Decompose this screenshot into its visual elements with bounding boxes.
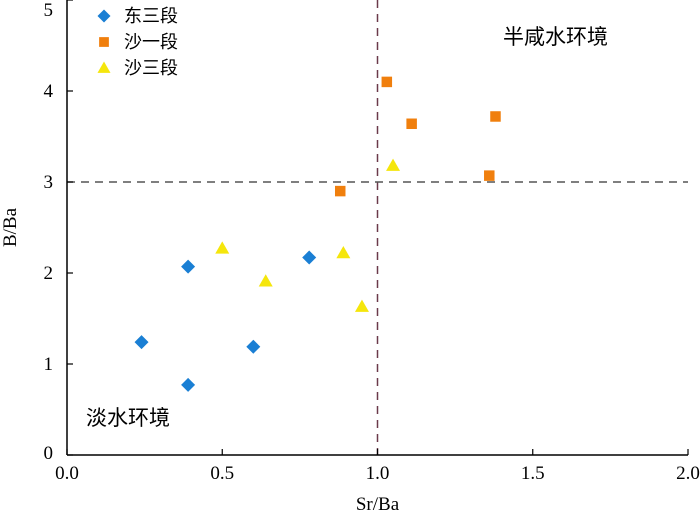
square-data-point	[490, 111, 501, 122]
square-data-point	[334, 185, 346, 197]
x-tick-label: 1.0	[366, 463, 390, 484]
square-data-point	[484, 170, 495, 181]
triangle-data-point	[386, 158, 401, 171]
annotation-bottom-left: 淡水环境	[86, 406, 170, 430]
y-tick-label: 5	[44, 0, 54, 21]
triangle-data-point	[336, 245, 351, 259]
x-tick-label: 0.5	[210, 463, 234, 484]
y-axis-title: B/Ba	[0, 207, 21, 247]
triangle-data-point	[258, 274, 273, 287]
x-tick-label: 0.0	[55, 463, 79, 484]
triangle-data-point	[215, 241, 230, 254]
triangle-data-point	[354, 299, 369, 312]
legend-label: 东三段	[124, 6, 178, 27]
legend-label: 沙三段	[124, 58, 178, 79]
y-tick-label: 0	[44, 443, 54, 464]
legend-marker-square	[99, 37, 109, 47]
legend-marker-diamond	[97, 9, 111, 23]
data-points	[134, 76, 501, 392]
diamond-data-point	[181, 377, 196, 392]
diamond-data-point	[302, 250, 317, 265]
annotation-top-right: 半咸水环境	[503, 25, 608, 49]
y-tick-label: 3	[44, 172, 54, 193]
y-tick-label: 2	[44, 263, 54, 284]
x-tick-label: 1.5	[521, 463, 545, 484]
diamond-data-point	[134, 335, 149, 350]
square-data-point	[381, 76, 393, 88]
reference-lines	[67, 0, 688, 455]
x-axis-title: Sr/Ba	[356, 494, 400, 515]
diamond-data-point	[181, 259, 196, 274]
axes: 0.0 0.5 1.0 1.5 2.0 0 1 2 3 4 5	[44, 0, 700, 484]
diamond-data-point	[246, 339, 261, 354]
x-tick-label: 2.0	[676, 463, 700, 484]
y-tick-label: 1	[44, 354, 54, 375]
legend-marker-triangle	[97, 61, 111, 73]
legend-label: 沙一段	[124, 32, 178, 53]
square-data-point	[406, 118, 417, 130]
y-tick-label: 4	[44, 81, 54, 102]
